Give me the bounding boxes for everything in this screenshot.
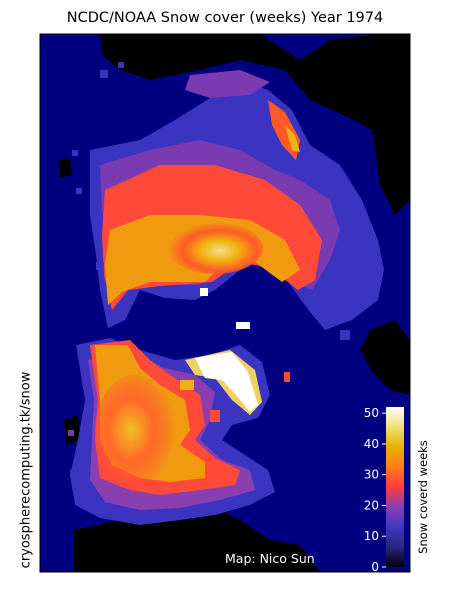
land-no-snow-right [360,320,410,395]
coastal-pixels [68,62,368,478]
colorbar-tick-label: 50 [364,406,379,420]
map-title: NCDC/NOAA Snow cover (weeks) Year 1974 [66,10,384,26]
north-america-snow [90,70,384,330]
land-no-snow-top [100,34,410,215]
colorbar-tick-label: 30 [364,468,379,482]
colorbar-tick-label: 40 [364,437,379,451]
map-panel [39,33,411,573]
colorbar-gradient [386,407,404,567]
land-no-snow-left [58,158,80,445]
colorbar-ticks: 0 10 20 30 40 50 [364,406,386,574]
colorbar: 0 10 20 30 40 50 [364,406,404,574]
colorbar-tick-label: 20 [364,498,379,512]
map-credit: Map: Nico Sun [225,551,315,566]
colorbar-tick-label: 0 [371,560,379,574]
colorbar-tick-label: 10 [364,529,379,543]
eurasia-snow [70,338,275,525]
